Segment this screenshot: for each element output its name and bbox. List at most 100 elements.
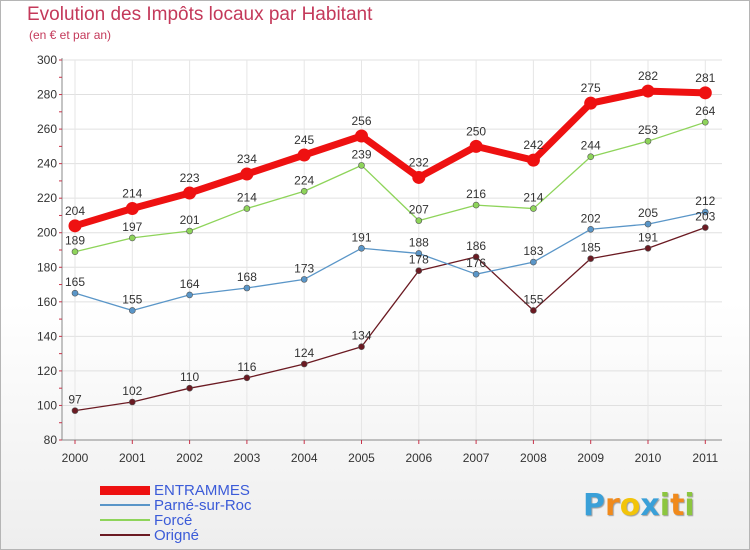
data-label: 207	[409, 203, 429, 217]
data-point	[300, 276, 308, 283]
legend-item: Origné	[100, 527, 300, 544]
data-point	[530, 307, 537, 314]
logo-letter: P	[583, 488, 605, 523]
data-point	[412, 170, 426, 184]
data-label: 242	[523, 138, 543, 152]
x-tick-label: 2007	[463, 451, 490, 465]
data-label: 134	[351, 329, 371, 343]
y-tick-label: 300	[37, 53, 57, 67]
data-point	[644, 244, 652, 252]
data-point	[129, 234, 136, 242]
data-point	[129, 307, 136, 314]
data-point	[71, 248, 79, 256]
data-label: 250	[466, 124, 486, 138]
logo-letter: r	[605, 488, 620, 523]
data-point	[358, 343, 365, 351]
data-label: 188	[409, 235, 429, 249]
data-point	[701, 208, 709, 216]
data-point	[68, 219, 82, 233]
series-line-0	[71, 87, 709, 230]
legend-swatch	[100, 485, 150, 495]
legend-label: ENTRAMMES	[154, 482, 250, 499]
data-label: 264	[695, 104, 715, 118]
data-label: 97	[68, 393, 82, 407]
data-point	[584, 96, 598, 110]
data-label: 205	[638, 206, 658, 220]
data-point	[300, 360, 308, 368]
data-point	[183, 186, 197, 200]
data-point	[71, 407, 79, 414]
data-label: 234	[237, 152, 257, 166]
proxiti-logo: Proxiti	[583, 488, 695, 523]
data-point	[415, 250, 423, 257]
data-label: 178	[409, 253, 429, 267]
data-point	[358, 162, 365, 169]
legend-label: Forcé	[154, 512, 193, 529]
chart-legend: ENTRAMMES Parné-sur-Roc Forcé Origné	[100, 482, 300, 544]
data-point	[243, 374, 251, 382]
data-point	[698, 86, 712, 100]
x-tick-label: 2002	[176, 451, 203, 465]
data-label: 116	[237, 360, 256, 374]
data-point	[701, 224, 709, 231]
data-label: 239	[351, 147, 371, 161]
y-tick-label: 280	[37, 88, 57, 102]
chart-subtitle: (en € et par an)	[29, 28, 112, 42]
x-tick-label: 2006	[405, 451, 432, 465]
logo-letter: t	[670, 488, 685, 523]
data-point	[472, 270, 480, 278]
data-label: 214	[122, 187, 142, 201]
logo-letter: i	[659, 488, 671, 523]
chart-title: Evolution des Impôts locaux par Habitant	[27, 4, 373, 25]
data-point	[358, 244, 365, 252]
data-label: 281	[695, 71, 715, 85]
x-tick-label: 2010	[635, 451, 662, 465]
data-point	[71, 289, 79, 297]
data-label: 275	[581, 81, 601, 95]
series-line-3	[74, 226, 706, 412]
data-point	[415, 217, 423, 224]
data-point	[644, 220, 652, 228]
legend-swatch	[100, 519, 150, 521]
data-label: 155	[122, 292, 142, 306]
data-point	[243, 284, 251, 292]
data-label: 165	[65, 275, 85, 289]
legend-swatch	[100, 504, 150, 506]
series-line-2	[74, 121, 706, 253]
legend-item: Parné-sur-Roc	[100, 497, 300, 514]
data-point	[469, 139, 483, 153]
data-label: 155	[523, 292, 543, 306]
series-line-1	[74, 211, 706, 312]
data-point	[243, 205, 251, 212]
data-label: 176	[466, 256, 486, 270]
data-label: 232	[409, 155, 429, 169]
data-label: 204	[65, 204, 85, 218]
data-label: 253	[638, 123, 658, 137]
legend-swatch	[100, 534, 150, 536]
data-point	[297, 148, 311, 162]
legend-label: Origné	[154, 527, 200, 544]
data-point	[186, 384, 193, 392]
y-tick-label: 180	[37, 260, 57, 274]
data-point	[125, 202, 139, 216]
logo-letter: x	[640, 488, 660, 523]
y-tick-label: 240	[37, 157, 57, 171]
y-tick-label: 80	[44, 433, 58, 447]
y-tick-label: 220	[37, 191, 57, 205]
data-label: 282	[638, 69, 658, 83]
data-label: 203	[695, 210, 715, 224]
data-label: 189	[65, 234, 85, 248]
logo-letter: i	[684, 488, 695, 523]
x-tick-label: 2011	[692, 451, 718, 465]
data-point	[355, 129, 368, 143]
data-label: 197	[122, 220, 142, 234]
data-label: 124	[294, 346, 314, 360]
data-point	[587, 225, 595, 233]
y-tick-label: 200	[37, 226, 57, 240]
y-tick-label: 100	[37, 398, 57, 412]
x-tick-label: 2003	[234, 451, 261, 465]
data-point	[129, 398, 136, 406]
legend-label: Parné-sur-Roc	[154, 497, 252, 514]
